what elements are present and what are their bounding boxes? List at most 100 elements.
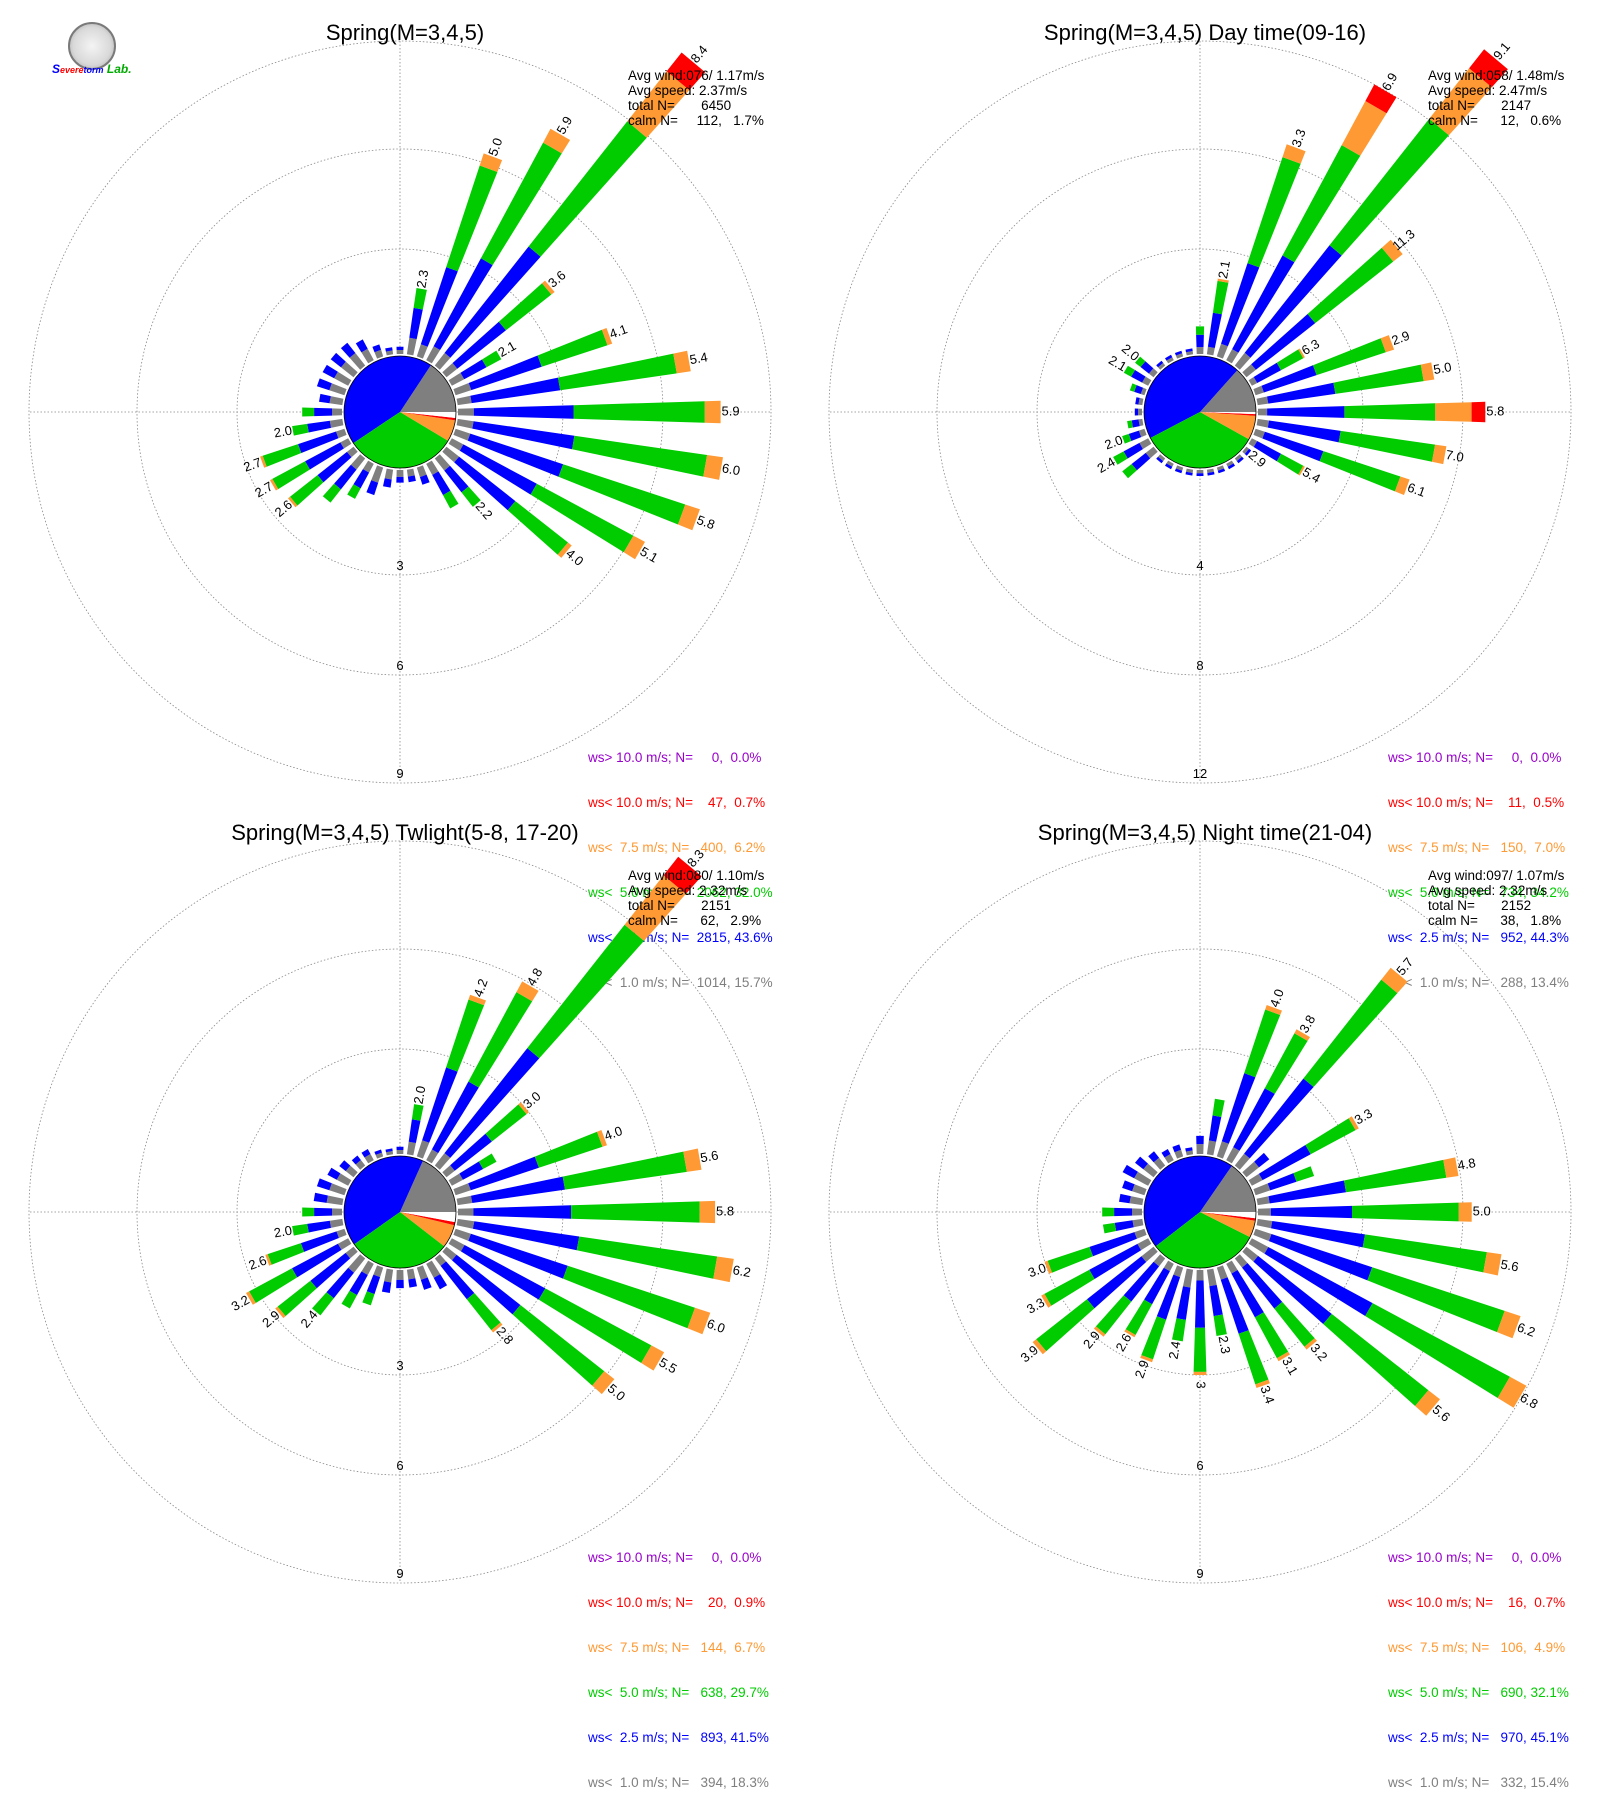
wind-bar-segment <box>326 1195 344 1206</box>
wind-bar-segment <box>396 1150 404 1154</box>
wind-bar-segment <box>267 1243 305 1265</box>
wind-bar-segment <box>373 1265 384 1278</box>
wind-bar-segment <box>334 464 357 490</box>
wind-bar-segment <box>1443 1157 1459 1178</box>
wind-rose-panel-daytime: 4 8 12 2.1 3.3 6.9 9.1 11.3 6.3 2.9 5.0 5.8 7.0 6.1 5.… <box>800 0 1610 990</box>
ring-label: 6 <box>396 658 403 673</box>
wind-bar-segment <box>528 121 647 257</box>
wind-bar-segment <box>396 470 404 477</box>
legend-entry: ws< 2.5 m/s; N= 970, 45.1% <box>1388 1730 1569 1745</box>
wind-bar-segment <box>275 1306 286 1319</box>
panel-title: Spring(M=3,4,5) <box>325 20 485 45</box>
legend-entry: ws< 5.0 m/s; N= 690, 32.1% <box>1388 1685 1569 1700</box>
wind-bar-segment <box>448 1238 465 1252</box>
wind-bar-segment <box>1221 1073 1256 1144</box>
wind-bar-segment <box>1253 1183 1271 1196</box>
wind-bar-segment <box>1432 444 1447 465</box>
wind-bar-segment <box>375 1152 384 1159</box>
wind-bar-segment <box>426 1149 439 1164</box>
wind-bar-segment <box>1131 452 1151 471</box>
wind-bar-segment <box>396 1270 404 1280</box>
wind-bar-segment <box>1134 408 1138 416</box>
wind-bar-segment <box>1338 430 1436 462</box>
wind-bar-segment <box>260 455 267 468</box>
wind-bar-segment <box>459 1161 484 1180</box>
wind-bar-segment <box>1185 1150 1194 1156</box>
wind-bar-segment <box>558 464 686 525</box>
wind-bar-segment <box>416 1140 430 1159</box>
bar-value-label: 4.8 <box>1456 1155 1476 1173</box>
legend-entry: ws< 7.5 m/s; N= 144, 6.7% <box>588 1640 766 1655</box>
wind-bar-segment <box>1265 1005 1282 1015</box>
wind-bar-segment <box>371 465 384 483</box>
wind-bar-segment <box>467 433 564 477</box>
bar-value-label: 6.0 <box>705 1316 727 1336</box>
wind-bar-segment <box>1158 454 1166 462</box>
wind-bar-segment <box>1044 1260 1052 1274</box>
wind-bar-segment <box>1247 157 1301 268</box>
wind-bar-segment <box>623 535 645 560</box>
wind-bar-segment <box>1153 1254 1166 1267</box>
wind-bar-segment <box>444 1048 540 1158</box>
bar-value-label: 2.0 <box>273 1223 293 1241</box>
wind-bar-segment <box>1123 442 1143 459</box>
wind-bar-segment <box>444 465 469 493</box>
wind-bar-segment <box>1253 385 1264 396</box>
legend-entry: ws< 10.0 m/s; N= 47, 0.7% <box>588 795 766 810</box>
wind-bar-segment <box>1258 1208 1271 1216</box>
wind-bar-segment <box>1244 245 1342 358</box>
wind-bar-segment <box>1102 1222 1117 1234</box>
wind-bar-segment <box>1381 967 1408 994</box>
wind-bar-segment <box>1253 1228 1272 1242</box>
wind-bar-segment <box>1251 314 1316 370</box>
wind-bar-segment <box>558 353 677 391</box>
wind-bar-segment <box>1234 352 1251 370</box>
wind-bar-segment <box>1183 1268 1194 1288</box>
wind-bar-segment <box>473 405 574 419</box>
wind-bar-segment <box>340 342 356 358</box>
wind-bar-segment <box>1195 326 1205 335</box>
calm-n: calm N= 12, 0.6% <box>1428 113 1562 128</box>
stats-box: Avg wind:076/ 1.17m/s Avg speed: 2.37m/s t… <box>628 68 764 128</box>
wind-bar-segment <box>516 981 539 1002</box>
bar-value-label: 5.6 <box>1499 1257 1519 1275</box>
wind-bar-segment <box>1234 454 1242 462</box>
wind-bar-segment <box>1132 1218 1144 1228</box>
wind-bar-segment <box>572 435 708 477</box>
wind-bar-segment <box>450 1133 492 1171</box>
wind-bar-segment <box>1134 1228 1147 1239</box>
wind-bar-segment <box>1139 438 1152 450</box>
bar-value-label: 5.6 <box>699 1147 719 1165</box>
ring-label: 9 <box>396 1566 403 1581</box>
wind-bar-segment <box>456 1218 475 1229</box>
wind-bar-segment <box>1435 402 1472 422</box>
wind-rose-panel-twilight: 3 6 9 2.0 4.2 4.8 8.3 3.0 4.0 5.6 5.8 6.2 6.0 5.5 5.0 2… <box>0 800 810 1790</box>
ring-label: 8 <box>1196 658 1203 673</box>
pie-slice-calm <box>1200 1212 1256 1219</box>
wind-bar-segment <box>1207 471 1215 476</box>
wind-bar-segment <box>1138 397 1144 406</box>
calm-n: calm N= 38, 1.8% <box>1428 913 1562 928</box>
bar-value-label: 6.2 <box>1515 1319 1537 1339</box>
ring-label: 9 <box>1196 1566 1203 1581</box>
wind-bar-segment <box>1253 441 1281 462</box>
speed-legend: ws> 10.0 m/s; N= 0, 0.0% ws< 10.0 m/s; N… <box>588 1520 769 1820</box>
wind-bar-segment <box>460 359 487 380</box>
wind-bar-segment <box>468 1156 539 1191</box>
wind-bar-segment <box>310 1252 351 1289</box>
logo-text: Severetorm Lab. <box>52 62 132 76</box>
wind-bar-segment <box>443 490 459 509</box>
wind-bar-segment <box>385 1148 393 1153</box>
wind-bar-segment <box>1253 428 1265 439</box>
ring-label: 4 <box>1196 558 1203 573</box>
wind-bar-segment <box>1268 1234 1373 1281</box>
wind-bar-segment <box>1087 1256 1147 1309</box>
wind-bar-segment <box>1293 1166 1315 1182</box>
wind-bar-segment <box>1298 348 1305 359</box>
wind-bar-segment <box>411 1104 424 1121</box>
wind-bar-segment <box>1248 377 1258 386</box>
wind-bar-segment <box>440 1261 475 1300</box>
wind-bar-segment <box>507 501 568 555</box>
wind-bar-segment <box>396 1279 404 1289</box>
